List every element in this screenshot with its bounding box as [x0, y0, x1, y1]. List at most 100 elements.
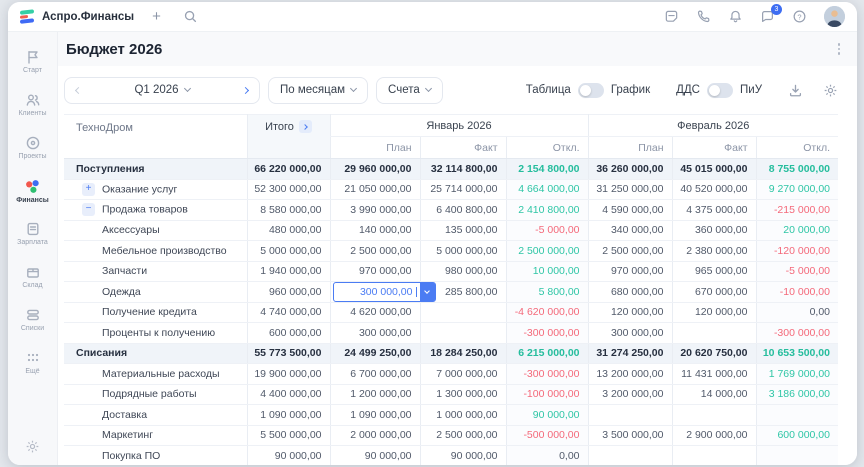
value-cell[interactable]: 2 154 800,00 — [505, 158, 588, 180]
value-cell[interactable]: 340 000,00 — [587, 220, 672, 241]
value-cell[interactable]: 1 090 000,00 — [329, 404, 420, 426]
value-cell[interactable]: 300 000,00 — [329, 281, 436, 303]
value-cell[interactable]: 55 773 500,00 — [246, 343, 330, 364]
table-view-label[interactable]: Таблица — [525, 84, 571, 96]
value-cell[interactable]: 10 653 500,00 — [755, 343, 838, 364]
value-cell[interactable]: 36 260 000,00 — [587, 158, 672, 180]
value-cell[interactable]: 5 800,00 — [505, 281, 588, 303]
value-cell[interactable]: 8 580 000,00 — [246, 199, 330, 221]
value-cell[interactable]: 1 000 000,00 — [419, 404, 506, 426]
value-cell[interactable]: 2 900 000,00 — [671, 425, 756, 446]
search-icon[interactable] — [183, 9, 198, 24]
chat-icon[interactable]: 3 — [760, 4, 782, 24]
value-cell[interactable]: 9 270 000,00 — [755, 179, 838, 200]
sidebar-item-projects[interactable]: Проекты — [10, 126, 56, 169]
value-cell[interactable]: 52 300 000,00 — [246, 179, 330, 200]
value-cell[interactable]: 0,00 — [505, 445, 588, 465]
value-cell[interactable]: 24 499 250,00 — [329, 343, 420, 364]
report-toggle[interactable] — [707, 82, 733, 98]
sidebar-item-salary[interactable]: Зарплата — [10, 212, 56, 255]
row-name-cell[interactable]: Проценты к получению — [64, 322, 247, 344]
value-cell[interactable]: 2 380 000,00 — [671, 240, 756, 262]
page-menu-button[interactable] — [835, 40, 844, 58]
row-name-cell[interactable]: Маркетинг — [64, 425, 247, 446]
value-cell[interactable]: 4 664 000,00 — [505, 179, 588, 200]
value-cell[interactable]: 140 000,00 — [329, 220, 420, 241]
sidebar-item-lists[interactable]: Списки — [10, 298, 56, 341]
value-cell[interactable]: 6 400 800,00 — [419, 199, 506, 221]
value-cell[interactable] — [587, 404, 672, 426]
value-cell[interactable] — [419, 322, 506, 344]
value-cell[interactable]: 4 400 000,00 — [246, 384, 330, 405]
sidebar-item-start[interactable]: Старт — [10, 40, 56, 83]
value-cell[interactable]: 31 250 000,00 — [587, 179, 672, 200]
notes-icon[interactable] — [664, 9, 679, 24]
pnl-label[interactable]: ПиУ — [740, 84, 762, 96]
value-cell[interactable]: -100 000,00 — [505, 384, 588, 405]
value-cell[interactable]: 90 000,00 — [246, 445, 330, 465]
value-cell[interactable]: 980 000,00 — [419, 261, 506, 282]
value-cell[interactable] — [671, 445, 756, 465]
row-name-cell[interactable]: Одежда — [64, 281, 247, 303]
value-cell[interactable]: 2 000 000,00 — [329, 425, 420, 446]
value-cell[interactable]: 970 000,00 — [587, 261, 672, 282]
value-cell[interactable]: -500 000,00 — [505, 425, 588, 446]
value-cell[interactable]: 2 500 000,00 — [587, 240, 672, 262]
value-cell[interactable]: 670 000,00 — [671, 281, 756, 303]
value-cell[interactable] — [755, 445, 838, 465]
value-cell[interactable]: 20 620 750,00 — [671, 343, 756, 364]
cell-editor-dropdown-button[interactable] — [419, 283, 435, 301]
value-cell[interactable]: 120 000,00 — [671, 302, 756, 323]
value-cell[interactable]: 4 740 000,00 — [246, 302, 330, 323]
value-cell[interactable]: 360 000,00 — [671, 220, 756, 241]
value-cell[interactable]: 31 274 250,00 — [587, 343, 672, 364]
prev-period-button[interactable] — [65, 78, 92, 103]
bell-icon[interactable] — [728, 9, 743, 24]
expand-row-icon[interactable]: + — [82, 182, 95, 196]
sidebar-item-clients[interactable]: Клиенты — [10, 83, 56, 126]
value-cell[interactable]: 2 500 000,00 — [505, 240, 588, 262]
value-cell[interactable]: 11 431 000,00 — [671, 363, 756, 385]
value-cell[interactable]: 32 114 800,00 — [419, 158, 506, 180]
row-name-cell[interactable]: Покупка ПО — [64, 445, 247, 465]
sidebar-item-warehouse[interactable]: Склад — [10, 255, 56, 298]
value-cell[interactable]: -300 000,00 — [505, 363, 588, 385]
value-cell[interactable]: 3 500 000,00 — [587, 425, 672, 446]
value-cell[interactable]: 6 215 000,00 — [505, 343, 588, 364]
value-cell[interactable]: -10 000,00 — [755, 281, 838, 303]
row-name-cell[interactable]: Поступления — [64, 158, 247, 180]
value-cell[interactable]: 285 800,00 — [419, 281, 506, 303]
table-settings-gear-icon[interactable] — [823, 83, 838, 98]
value-cell[interactable]: 970 000,00 — [329, 261, 420, 282]
value-cell[interactable]: 20 000,00 — [755, 220, 838, 241]
add-button[interactable]: + — [152, 8, 161, 25]
value-cell[interactable]: 90 000,00 — [419, 445, 506, 465]
value-cell[interactable]: 7 000 000,00 — [419, 363, 506, 385]
value-cell[interactable]: 2 500 000,00 — [419, 425, 506, 446]
row-name-cell[interactable]: Списания — [64, 343, 247, 364]
value-cell[interactable]: 45 015 000,00 — [671, 158, 756, 180]
value-cell[interactable]: -300 000,00 — [755, 322, 838, 344]
value-cell[interactable] — [671, 322, 756, 344]
row-name-cell[interactable]: + Оказание услуг — [64, 179, 247, 200]
value-cell[interactable]: 1 940 000,00 — [246, 261, 330, 282]
value-cell[interactable]: 300 000,00 — [329, 322, 420, 344]
help-icon[interactable]: ? — [792, 9, 807, 24]
row-name-cell[interactable]: Запчасти — [64, 261, 247, 282]
row-name-cell[interactable]: − Продажа товаров — [64, 199, 247, 221]
value-cell[interactable]: 18 284 250,00 — [419, 343, 506, 364]
value-cell[interactable]: 1 200 000,00 — [329, 384, 420, 405]
value-cell[interactable]: -300 000,00 — [505, 322, 588, 344]
settings-gear-icon[interactable] — [25, 439, 40, 459]
value-cell[interactable]: 4 620 000,00 — [329, 302, 420, 323]
value-cell[interactable]: 40 520 000,00 — [671, 179, 756, 200]
value-cell[interactable]: 25 714 000,00 — [419, 179, 506, 200]
sidebar-item-more[interactable]: Ещё — [10, 341, 56, 384]
value-cell[interactable]: 8 755 000,00 — [755, 158, 838, 180]
value-cell[interactable]: 680 000,00 — [587, 281, 672, 303]
group-by-dropdown[interactable]: По месяцам — [268, 76, 369, 104]
download-icon[interactable] — [788, 83, 803, 98]
value-cell[interactable] — [671, 404, 756, 426]
value-cell[interactable]: 600 000,00 — [755, 425, 838, 446]
value-cell[interactable]: 135 000,00 — [419, 220, 506, 241]
